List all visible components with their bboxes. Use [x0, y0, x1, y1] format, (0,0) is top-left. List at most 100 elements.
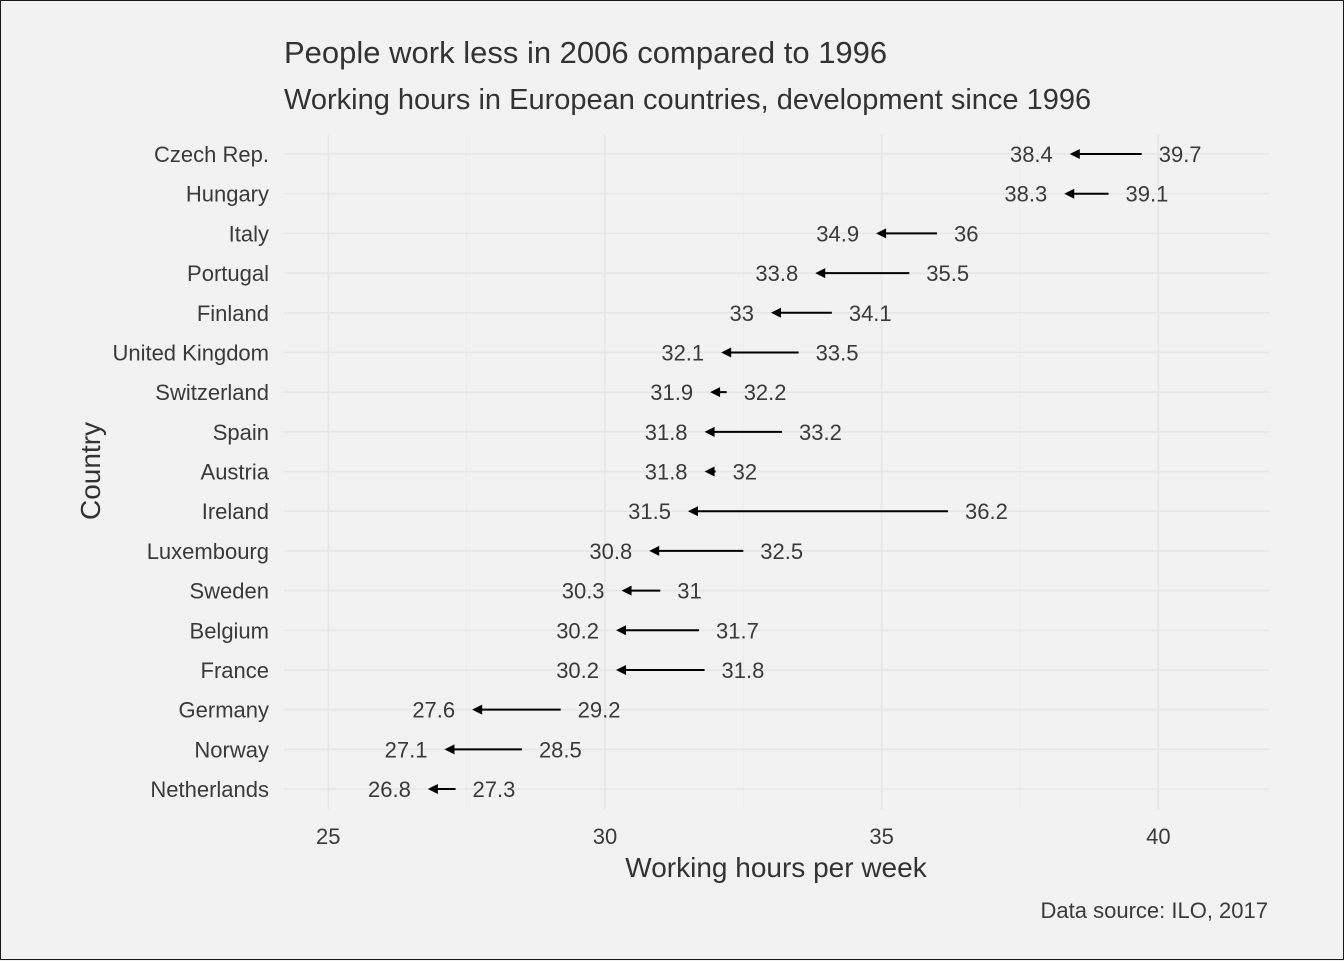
arrow-head	[1064, 188, 1075, 199]
arrows	[427, 149, 1142, 795]
arrow-mark	[876, 228, 937, 239]
value-label-2006: 38.3	[1004, 182, 1047, 207]
arrow-mark	[815, 268, 910, 279]
value-label-1996: 39.1	[1126, 182, 1169, 207]
value-label-1996: 39.7	[1159, 142, 1202, 167]
arrow-head	[815, 268, 826, 279]
x-tick-label: 35	[869, 824, 893, 849]
arrow-head	[621, 585, 632, 596]
x-tick-label: 40	[1146, 824, 1170, 849]
y-tick-label: Netherlands	[150, 777, 269, 802]
caption: Data source: ILO, 2017	[1041, 898, 1268, 923]
arrow-head	[649, 545, 660, 556]
value-label-1996: 31.7	[716, 618, 759, 643]
value-label-2006: 34.9	[816, 221, 859, 246]
arrow-mark	[710, 387, 727, 398]
x-tick-label: 25	[316, 824, 340, 849]
y-tick-label: Norway	[194, 737, 269, 762]
arrow-head	[616, 625, 627, 636]
arrow-mark	[1064, 188, 1109, 199]
value-label-2006: 30.2	[556, 658, 599, 683]
y-axis-title: Country	[75, 422, 106, 520]
arrow-mark	[721, 347, 799, 358]
arrow-mark	[1069, 149, 1142, 159]
value-label-1996: 29.2	[578, 698, 621, 723]
arrow-mark	[649, 545, 744, 556]
arrow-mark	[687, 506, 949, 517]
value-label-1996: 34.1	[849, 301, 892, 326]
arrow-head	[876, 228, 887, 239]
value-label-2006: 31.8	[645, 460, 688, 485]
value-label-2006: 33	[729, 301, 753, 326]
arrow-head	[616, 664, 627, 675]
y-tick-label: Luxembourg	[147, 539, 269, 564]
y-tick-label: Germany	[179, 698, 269, 723]
y-tick-label: Belgium	[190, 618, 269, 643]
y-tick-label: Czech Rep.	[154, 142, 269, 167]
arrow-mark	[616, 664, 705, 675]
arrow-head	[710, 387, 721, 398]
y-tick-label: Austria	[201, 460, 270, 485]
arrow-head	[704, 426, 715, 437]
chart-title: People work less in 2006 compared to 199…	[284, 35, 887, 70]
arrow-head	[427, 784, 438, 795]
value-label-2006: 38.4	[1010, 142, 1053, 167]
y-tick-labels: Czech Rep. Hungary Italy Portugal Finland Uni…	[112, 142, 269, 802]
value-label-2006: 32.1	[661, 340, 704, 365]
arrow-head	[721, 347, 732, 358]
value-label-1996: 31	[677, 579, 701, 604]
value-label-2006: 31.9	[650, 380, 693, 405]
value-label-1996: 33.5	[816, 340, 859, 365]
y-tick-label: Spain	[213, 420, 269, 445]
y-tick-label: Sweden	[189, 579, 269, 604]
arrow-head	[472, 704, 483, 715]
arrow-mark	[616, 625, 700, 636]
arrow-head	[770, 307, 781, 318]
arrow-mark	[770, 307, 832, 318]
value-label-2006: 30.2	[556, 618, 599, 643]
value-label-1996: 35.5	[926, 261, 969, 286]
y-tick-label: United Kingdom	[112, 340, 269, 365]
value-label-2006: 31.8	[645, 420, 688, 445]
value-label-2006: 27.1	[385, 737, 428, 762]
chart-subtitle: Working hours in European countries, dev…	[284, 84, 1091, 116]
arrow-mark	[704, 466, 716, 477]
y-tick-label: Switzerland	[155, 380, 269, 405]
arrow-mark	[472, 704, 561, 715]
value-label-1996: 36	[954, 221, 978, 246]
value-label-2006: 26.8	[368, 777, 411, 802]
value-label-1996: 32.5	[760, 539, 803, 564]
data-labels: 38.4 39.7 38.3 39.1 34.9 36 33.8 35.5 33 34.1 32.1…	[368, 142, 1202, 802]
value-label-2006: 33.8	[755, 261, 798, 286]
y-tick-label: Ireland	[202, 499, 269, 524]
arrow-head	[1069, 149, 1080, 159]
arrow-mark	[427, 784, 456, 795]
arrow-head	[687, 506, 698, 517]
value-label-1996: 27.3	[473, 777, 516, 802]
value-label-1996: 31.8	[722, 658, 765, 683]
arrow-head	[444, 744, 455, 755]
y-tick-label: France	[201, 658, 269, 683]
x-tick-label: 30	[593, 824, 617, 849]
value-label-2006: 27.6	[412, 698, 455, 723]
y-tick-label: Portugal	[187, 261, 269, 286]
value-label-2006: 30.8	[589, 539, 632, 564]
value-label-2006: 30.3	[562, 579, 605, 604]
y-tick-label: Finland	[197, 301, 269, 326]
value-label-1996: 28.5	[539, 737, 582, 762]
arrow-head	[704, 466, 715, 477]
y-tick-label: Italy	[229, 221, 269, 246]
value-label-2006: 31.5	[628, 499, 671, 524]
arrow-mark	[621, 585, 661, 596]
arrow-mark	[444, 744, 522, 755]
value-label-1996: 36.2	[965, 499, 1008, 524]
value-label-1996: 32	[733, 460, 757, 485]
arrow-mark	[704, 426, 783, 437]
x-axis-title: Working hours per week	[625, 852, 927, 883]
value-label-1996: 32.2	[744, 380, 787, 405]
y-tick-label: Hungary	[186, 182, 269, 207]
x-tick-labels: 25 30 35 40	[316, 824, 1171, 849]
value-label-1996: 33.2	[799, 420, 842, 445]
